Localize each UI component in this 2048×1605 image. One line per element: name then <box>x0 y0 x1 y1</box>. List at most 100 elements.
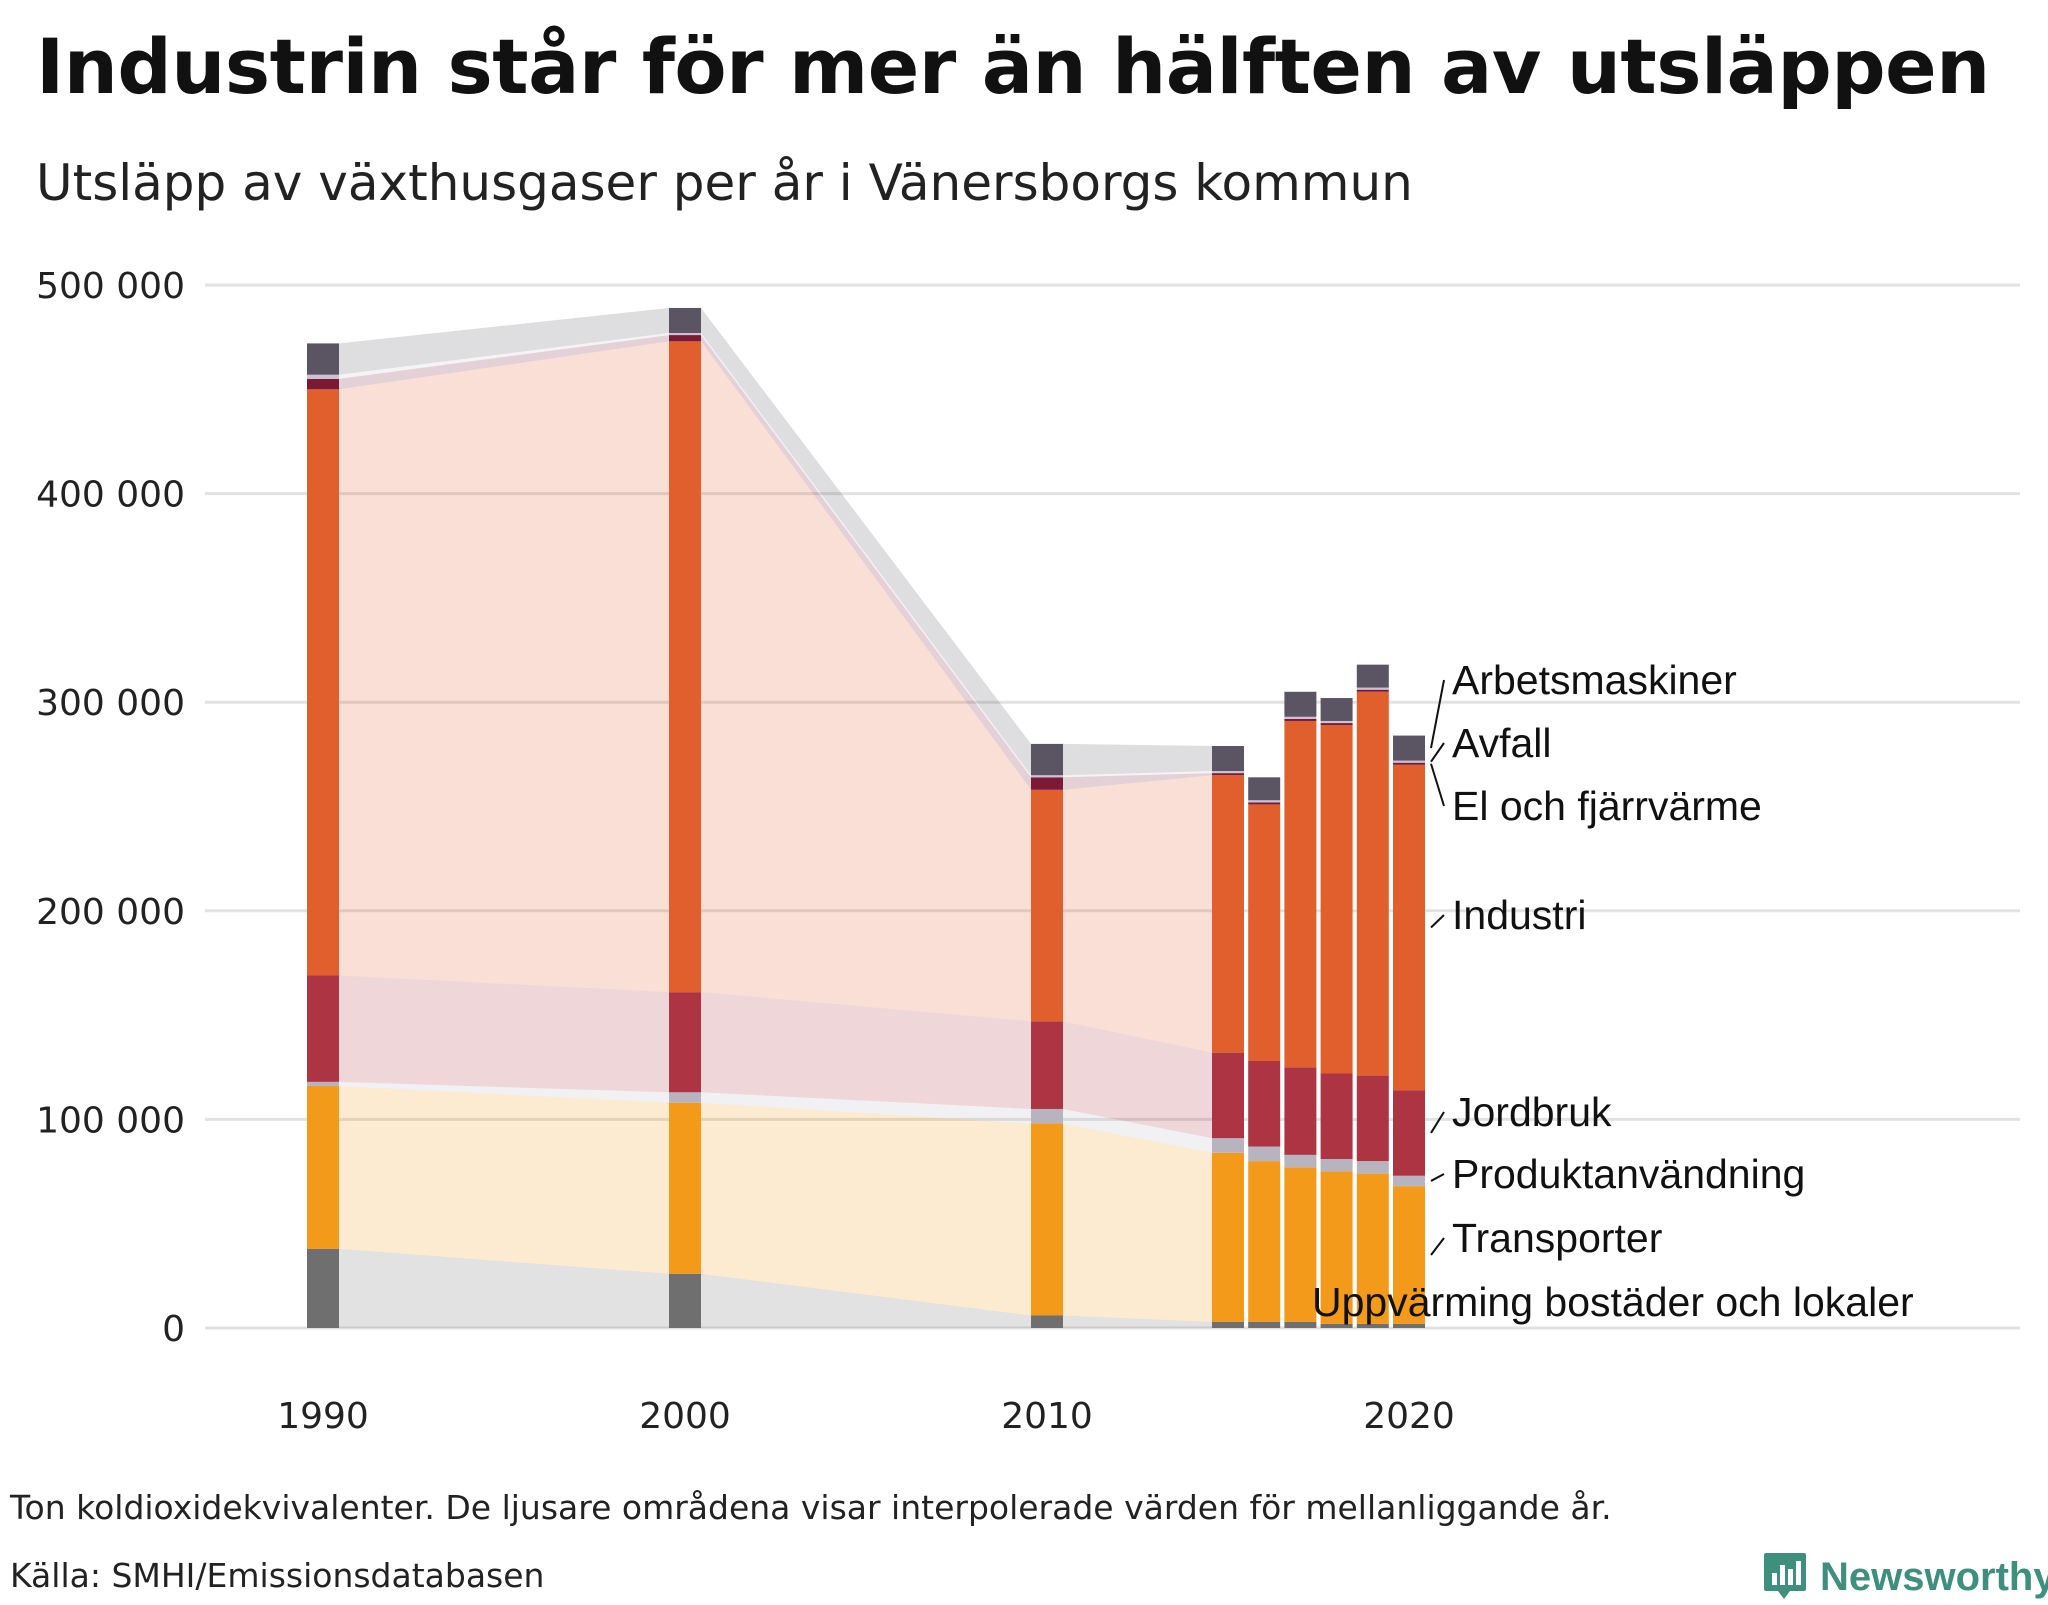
bar-transporter <box>1320 1171 1353 1324</box>
area-el-och-fjarrvarme <box>339 335 669 390</box>
bar-el-och-fjarrvarme <box>1320 723 1353 726</box>
area-industri <box>1063 775 1212 1053</box>
bar-avfall <box>1284 716 1317 719</box>
area-arbetsmaskiner <box>339 307 669 375</box>
brand-name: Newsworthy <box>1820 1554 2048 1599</box>
area-arbetsmaskiner <box>701 307 1031 776</box>
leader-line <box>1430 679 1445 749</box>
bar-industri <box>1031 789 1063 1022</box>
area-transporter <box>339 1086 669 1274</box>
label-avfall: Avfall <box>1452 720 1552 766</box>
bar-produktanvandning <box>669 1092 701 1103</box>
label-arbetsmaskiner: Arbetsmaskiner <box>1452 657 1737 703</box>
bar-jordbruk <box>669 992 701 1093</box>
y-tick-label: 200 000 <box>36 892 185 933</box>
area-avfall <box>1063 771 1212 778</box>
bar-industri <box>1356 691 1389 1076</box>
bar-avfall <box>1248 800 1281 803</box>
bar-jordbruk <box>1248 1060 1281 1147</box>
leader-line <box>1430 763 1445 807</box>
area-arbetsmaskiner <box>1063 743 1212 776</box>
bar-industri <box>669 341 701 993</box>
bar-avfall <box>1393 760 1425 763</box>
bar-el-och-fjarrvarme <box>1031 777 1063 790</box>
bar-produktanvandning <box>307 1081 339 1087</box>
bar-transporter <box>307 1086 339 1249</box>
bar-jordbruk <box>307 975 339 1082</box>
bar-industri <box>1212 775 1244 1053</box>
y-tick-label: 300 000 <box>36 683 185 724</box>
bar-industri <box>1248 804 1281 1061</box>
bar-jordbruk <box>1320 1073 1353 1160</box>
label-transporter: Transporter <box>1452 1215 1662 1261</box>
area-avfall <box>701 332 1031 778</box>
bar-jordbruk <box>1356 1075 1389 1162</box>
bar-el-och-fjarrvarme <box>1356 689 1389 692</box>
bar-transporter <box>1212 1152 1244 1322</box>
bar-produktanvandning <box>1284 1154 1317 1168</box>
area-el-och-fjarrvarme <box>701 335 1031 790</box>
bar-produktanvandning <box>1212 1138 1244 1153</box>
bar-produktanvandning <box>1320 1159 1353 1172</box>
bar-uppvarming-bostader-och-lokaler <box>1212 1321 1244 1328</box>
bar-industri <box>1320 725 1353 1074</box>
label-uppvarming-bostader-och-lokaler: Uppvärming bostäder och lokaler <box>1312 1279 1914 1325</box>
x-tick-label: 1990 <box>277 1396 369 1437</box>
area-jordbruk <box>701 992 1031 1109</box>
y-axis: 0 100 000 200 000 300 000 400 000 500 000 <box>36 266 185 1350</box>
bar-produktanvandning <box>1393 1175 1425 1187</box>
footnote: Ton koldioxidekvivalenter. De ljusare om… <box>10 1488 1612 1527</box>
area-jordbruk <box>339 975 669 1093</box>
bar-arbetsmaskiner <box>1248 777 1281 801</box>
label-industri: Industri <box>1452 892 1586 938</box>
bar-arbetsmaskiner <box>307 343 339 375</box>
bar-industri <box>1284 720 1317 1068</box>
bar-avfall <box>1031 775 1063 778</box>
leader-line <box>1430 1237 1445 1256</box>
area-uppvarming-bostader-och-lokaler <box>1063 1315 1212 1328</box>
area-avfall <box>339 332 669 379</box>
bar-transporter <box>669 1102 701 1274</box>
bar-el-och-fjarrvarme <box>1248 802 1281 805</box>
area-produktanvandning <box>339 1081 669 1103</box>
newsworthy-logo: Newsworthy <box>1762 1549 2048 1605</box>
y-tick-label: 400 000 <box>36 475 185 516</box>
bar-arbetsmaskiner <box>1031 743 1063 776</box>
leader-line <box>1430 742 1445 763</box>
y-tick-label: 0 <box>162 1309 185 1350</box>
bar-avfall <box>1356 687 1389 690</box>
bar-el-och-fjarrvarme <box>1212 773 1244 776</box>
area-jordbruk <box>1063 1021 1212 1139</box>
area-el-och-fjarrvarme <box>1063 773 1212 790</box>
bar-avfall <box>307 374 339 379</box>
x-tick-label: 2010 <box>1001 1396 1093 1437</box>
bar-avfall <box>1320 720 1353 724</box>
bar-uppvarming-bostader-och-lokaler <box>669 1273 701 1328</box>
leader-line <box>1430 1111 1445 1134</box>
x-axis: 1990 2000 2010 2020 <box>277 1396 1455 1437</box>
bar-transporter <box>1393 1186 1425 1324</box>
x-tick-label: 2020 <box>1363 1396 1455 1437</box>
bar-transporter <box>1031 1123 1063 1316</box>
bar-uppvarming-bostader-och-lokaler <box>307 1248 339 1328</box>
chart-subtitle: Utsläpp av växthusgaser per år i Vänersb… <box>36 154 1413 212</box>
series-labels: Arbetsmaskiner Avfall El och fjärrvärme Ind… <box>1312 657 1914 1325</box>
bar-arbetsmaskiner <box>1393 735 1425 761</box>
chart-title: Industrin står för mer än hälften av uts… <box>36 22 1990 111</box>
bar-uppvarming-bostader-och-lokaler <box>1356 1323 1389 1328</box>
bar-el-och-fjarrvarme <box>669 335 701 342</box>
y-tick-label: 500 000 <box>36 266 185 307</box>
bar-avfall <box>669 332 701 336</box>
bar-uppvarming-bostader-och-lokaler <box>1031 1315 1063 1328</box>
bar-transporter <box>1248 1161 1281 1322</box>
bar-uppvarming-bostader-och-lokaler <box>1320 1323 1353 1328</box>
bar-jordbruk <box>1031 1021 1063 1109</box>
label-produktanvandning: Produktanvändning <box>1452 1151 1805 1197</box>
label-jordbruk: Jordbruk <box>1452 1089 1612 1135</box>
area-uppvarming-bostader-och-lokaler <box>701 1273 1031 1328</box>
leader-line <box>1430 1173 1445 1182</box>
bars <box>307 307 1425 1328</box>
bar-el-och-fjarrvarme <box>1393 762 1425 765</box>
bar-arbetsmaskiner <box>1212 746 1244 772</box>
bar-jordbruk <box>1393 1090 1425 1176</box>
